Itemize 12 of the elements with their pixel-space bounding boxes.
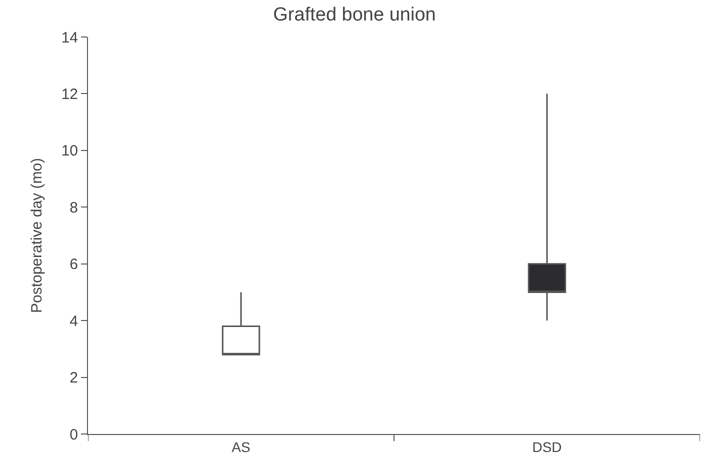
y-tick-label: 12 [61,86,78,103]
y-axis-title: Postoperative day (mo) [28,158,46,314]
y-tick-label: 10 [61,142,78,160]
x-tick-label: DSD [532,438,562,455]
y-tick-label: 8 [70,199,78,216]
y-tick-label: 0 [70,426,78,444]
x-tick-label: AS [232,438,250,455]
chart-title: Grafted bone union [273,4,436,26]
y-tick-label: 2 [70,370,78,387]
y-tick-label: 14 [61,29,78,46]
y-tick-label: 6 [70,256,78,274]
y-tick-label: 4 [70,312,78,330]
